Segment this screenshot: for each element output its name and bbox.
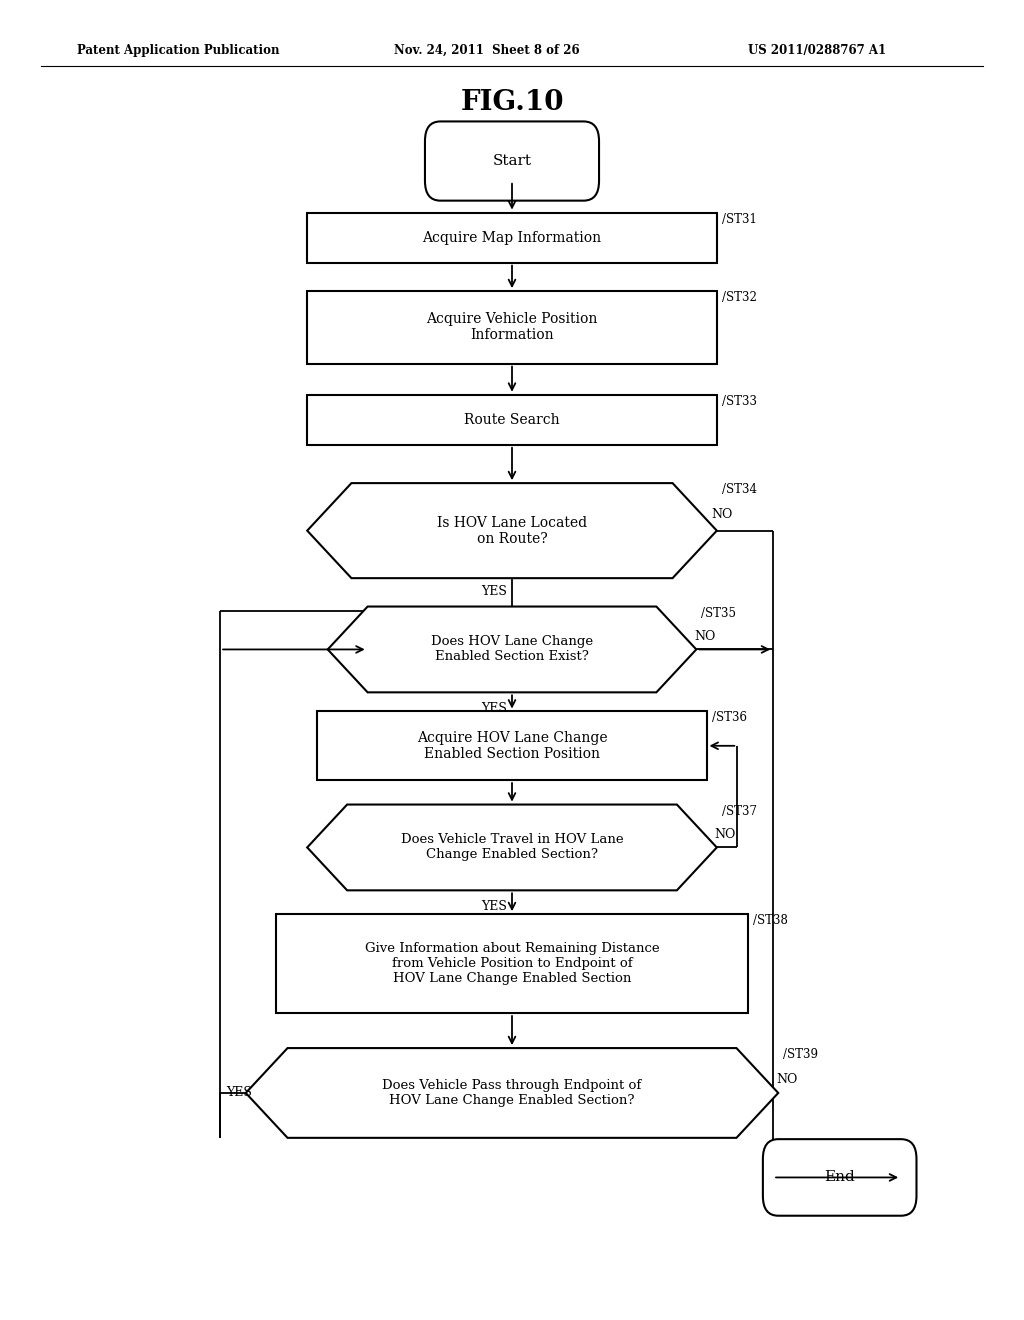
Polygon shape bbox=[307, 805, 717, 890]
Text: Is HOV Lane Located
on Route?: Is HOV Lane Located on Route? bbox=[437, 516, 587, 545]
Text: US 2011/0288767 A1: US 2011/0288767 A1 bbox=[748, 44, 886, 57]
Text: FIG.10: FIG.10 bbox=[460, 90, 564, 116]
Text: Does HOV Lane Change
Enabled Section Exist?: Does HOV Lane Change Enabled Section Exi… bbox=[431, 635, 593, 664]
Text: Acquire HOV Lane Change
Enabled Section Position: Acquire HOV Lane Change Enabled Section … bbox=[417, 731, 607, 760]
Text: YES: YES bbox=[481, 900, 507, 912]
Bar bbox=[276, 913, 748, 1014]
Text: Route Search: Route Search bbox=[464, 413, 560, 426]
Text: Give Information about Remaining Distance
from Vehicle Position to Endpoint of
H: Give Information about Remaining Distanc… bbox=[365, 942, 659, 985]
Text: /ST33: /ST33 bbox=[722, 395, 757, 408]
Bar bbox=[307, 290, 717, 363]
Text: /ST36: /ST36 bbox=[712, 711, 746, 725]
Text: NO: NO bbox=[694, 630, 716, 643]
FancyBboxPatch shape bbox=[425, 121, 599, 201]
Text: NO: NO bbox=[712, 508, 733, 521]
Text: Acquire Map Information: Acquire Map Information bbox=[423, 231, 601, 244]
Text: Acquire Vehicle Position
Information: Acquire Vehicle Position Information bbox=[426, 313, 598, 342]
Text: /ST34: /ST34 bbox=[722, 483, 757, 496]
Text: YES: YES bbox=[481, 585, 507, 598]
Text: /ST32: /ST32 bbox=[722, 290, 757, 304]
Text: /ST35: /ST35 bbox=[701, 607, 736, 619]
Text: NO: NO bbox=[776, 1073, 798, 1086]
Text: /ST39: /ST39 bbox=[783, 1048, 818, 1061]
FancyBboxPatch shape bbox=[763, 1139, 916, 1216]
Polygon shape bbox=[246, 1048, 778, 1138]
Text: Nov. 24, 2011  Sheet 8 of 26: Nov. 24, 2011 Sheet 8 of 26 bbox=[394, 44, 580, 57]
Text: Does Vehicle Travel in HOV Lane
Change Enabled Section?: Does Vehicle Travel in HOV Lane Change E… bbox=[400, 833, 624, 862]
Text: Start: Start bbox=[493, 154, 531, 168]
Polygon shape bbox=[328, 607, 696, 692]
Bar bbox=[307, 213, 717, 263]
Text: YES: YES bbox=[481, 702, 507, 714]
Text: YES: YES bbox=[226, 1086, 252, 1100]
Text: Patent Application Publication: Patent Application Publication bbox=[77, 44, 280, 57]
Text: /ST37: /ST37 bbox=[722, 805, 757, 817]
Bar bbox=[307, 395, 717, 445]
Text: /ST38: /ST38 bbox=[753, 913, 787, 927]
Polygon shape bbox=[307, 483, 717, 578]
Text: Does Vehicle Pass through Endpoint of
HOV Lane Change Enabled Section?: Does Vehicle Pass through Endpoint of HO… bbox=[382, 1078, 642, 1107]
Bar bbox=[317, 711, 707, 780]
Text: /ST31: /ST31 bbox=[722, 213, 757, 226]
Text: NO: NO bbox=[715, 828, 736, 841]
Text: End: End bbox=[824, 1171, 855, 1184]
